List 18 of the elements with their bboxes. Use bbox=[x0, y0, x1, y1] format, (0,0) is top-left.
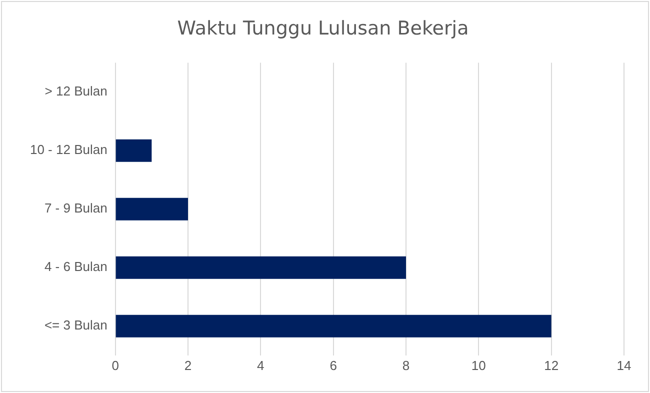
chart-title: Waktu Tunggu Lulusan Bekerja bbox=[177, 17, 469, 40]
x-tick-label: 2 bbox=[184, 358, 192, 373]
y-tick-label: 7 - 9 Bulan bbox=[44, 200, 108, 216]
bar bbox=[116, 198, 188, 220]
x-tick-label: 0 bbox=[112, 358, 119, 373]
x-tick-label: 8 bbox=[402, 358, 410, 373]
x-tick-label: 14 bbox=[616, 358, 632, 373]
x-tick-label: 12 bbox=[544, 358, 559, 373]
bar bbox=[116, 314, 552, 338]
y-tick-label: > 12 Bulan bbox=[44, 84, 108, 99]
x-tick-label: 4 bbox=[257, 358, 264, 373]
bar bbox=[116, 139, 152, 162]
x-tick-label: 6 bbox=[330, 358, 337, 373]
x-tick-label: 10 bbox=[471, 358, 486, 373]
y-tick-label: <= 3 Bulan bbox=[44, 318, 108, 333]
y-tick-label: 4 - 6 Bulan bbox=[44, 259, 108, 274]
y-tick-label: 10 - 12 Bulan bbox=[30, 142, 108, 158]
bar bbox=[116, 256, 406, 279]
